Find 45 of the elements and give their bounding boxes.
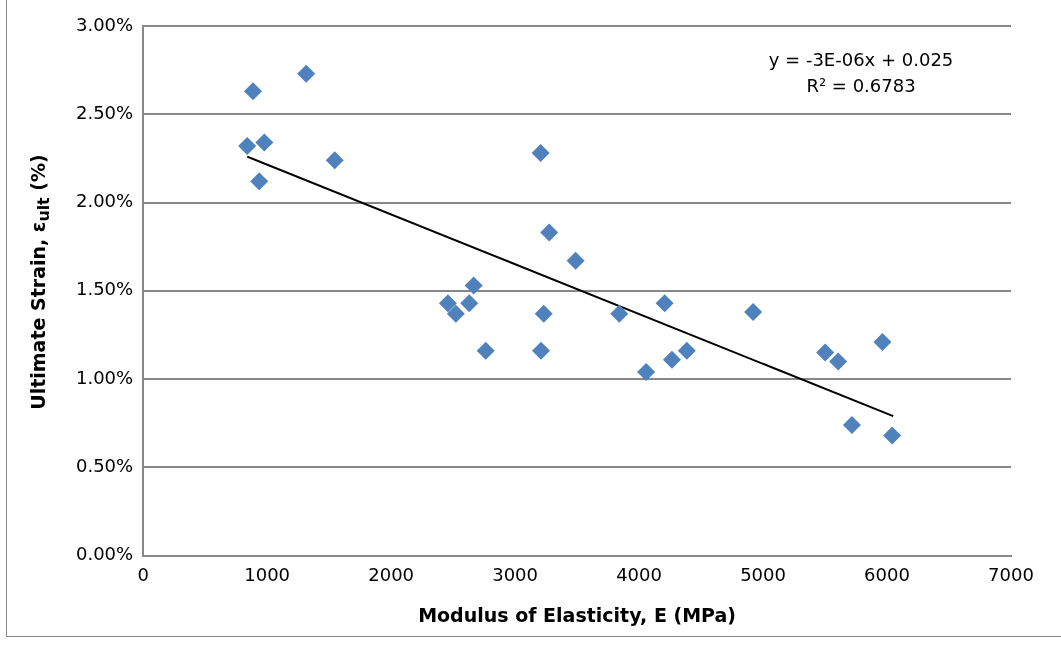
point	[255, 133, 274, 152]
point	[842, 415, 861, 434]
point	[873, 333, 892, 351]
point	[325, 151, 344, 170]
y-tick-label: 1.50%	[75, 278, 134, 300]
point	[446, 304, 465, 323]
point	[532, 341, 551, 360]
annotation: y = -3E-06x + 0.025	[768, 48, 954, 70]
x-tick-label: 3000	[492, 564, 539, 586]
point	[566, 251, 585, 270]
point	[438, 294, 457, 313]
point	[744, 302, 763, 321]
x-axis-title: Modulus of Elasticity, E (MPa)	[418, 603, 737, 626]
point	[816, 343, 835, 362]
point	[662, 350, 681, 369]
point	[534, 304, 553, 323]
annotation: R² = 0.6783	[806, 74, 916, 96]
point	[464, 276, 483, 295]
point	[540, 223, 559, 242]
point	[238, 137, 257, 156]
x-tick-label: 6000	[864, 564, 910, 586]
point	[531, 144, 550, 163]
x-tick-label: 1000	[244, 564, 291, 586]
point	[476, 341, 495, 360]
point	[829, 352, 848, 371]
y-tick-label: 1.00%	[75, 366, 134, 388]
point	[250, 172, 269, 191]
y-tick-label: 0.50%	[75, 455, 134, 477]
x-tick-label: 5000	[740, 564, 786, 586]
point	[460, 294, 479, 313]
point	[637, 363, 656, 382]
point	[244, 82, 263, 101]
y-tick-label: 2.00%	[75, 190, 134, 212]
point	[677, 341, 696, 360]
x-tick-label: 2000	[368, 564, 415, 586]
point	[655, 294, 674, 313]
point	[297, 64, 316, 83]
y-tick-label: 3.00%	[75, 13, 134, 35]
y-tick-label: 0.00%	[75, 543, 134, 565]
x-tick-label: 0	[137, 564, 149, 586]
y-tick-label: 2.50%	[75, 101, 134, 123]
point	[883, 426, 902, 445]
point	[610, 304, 629, 323]
x-tick-label: 4000	[616, 564, 662, 586]
x-tick-label: 7000	[988, 564, 1034, 586]
